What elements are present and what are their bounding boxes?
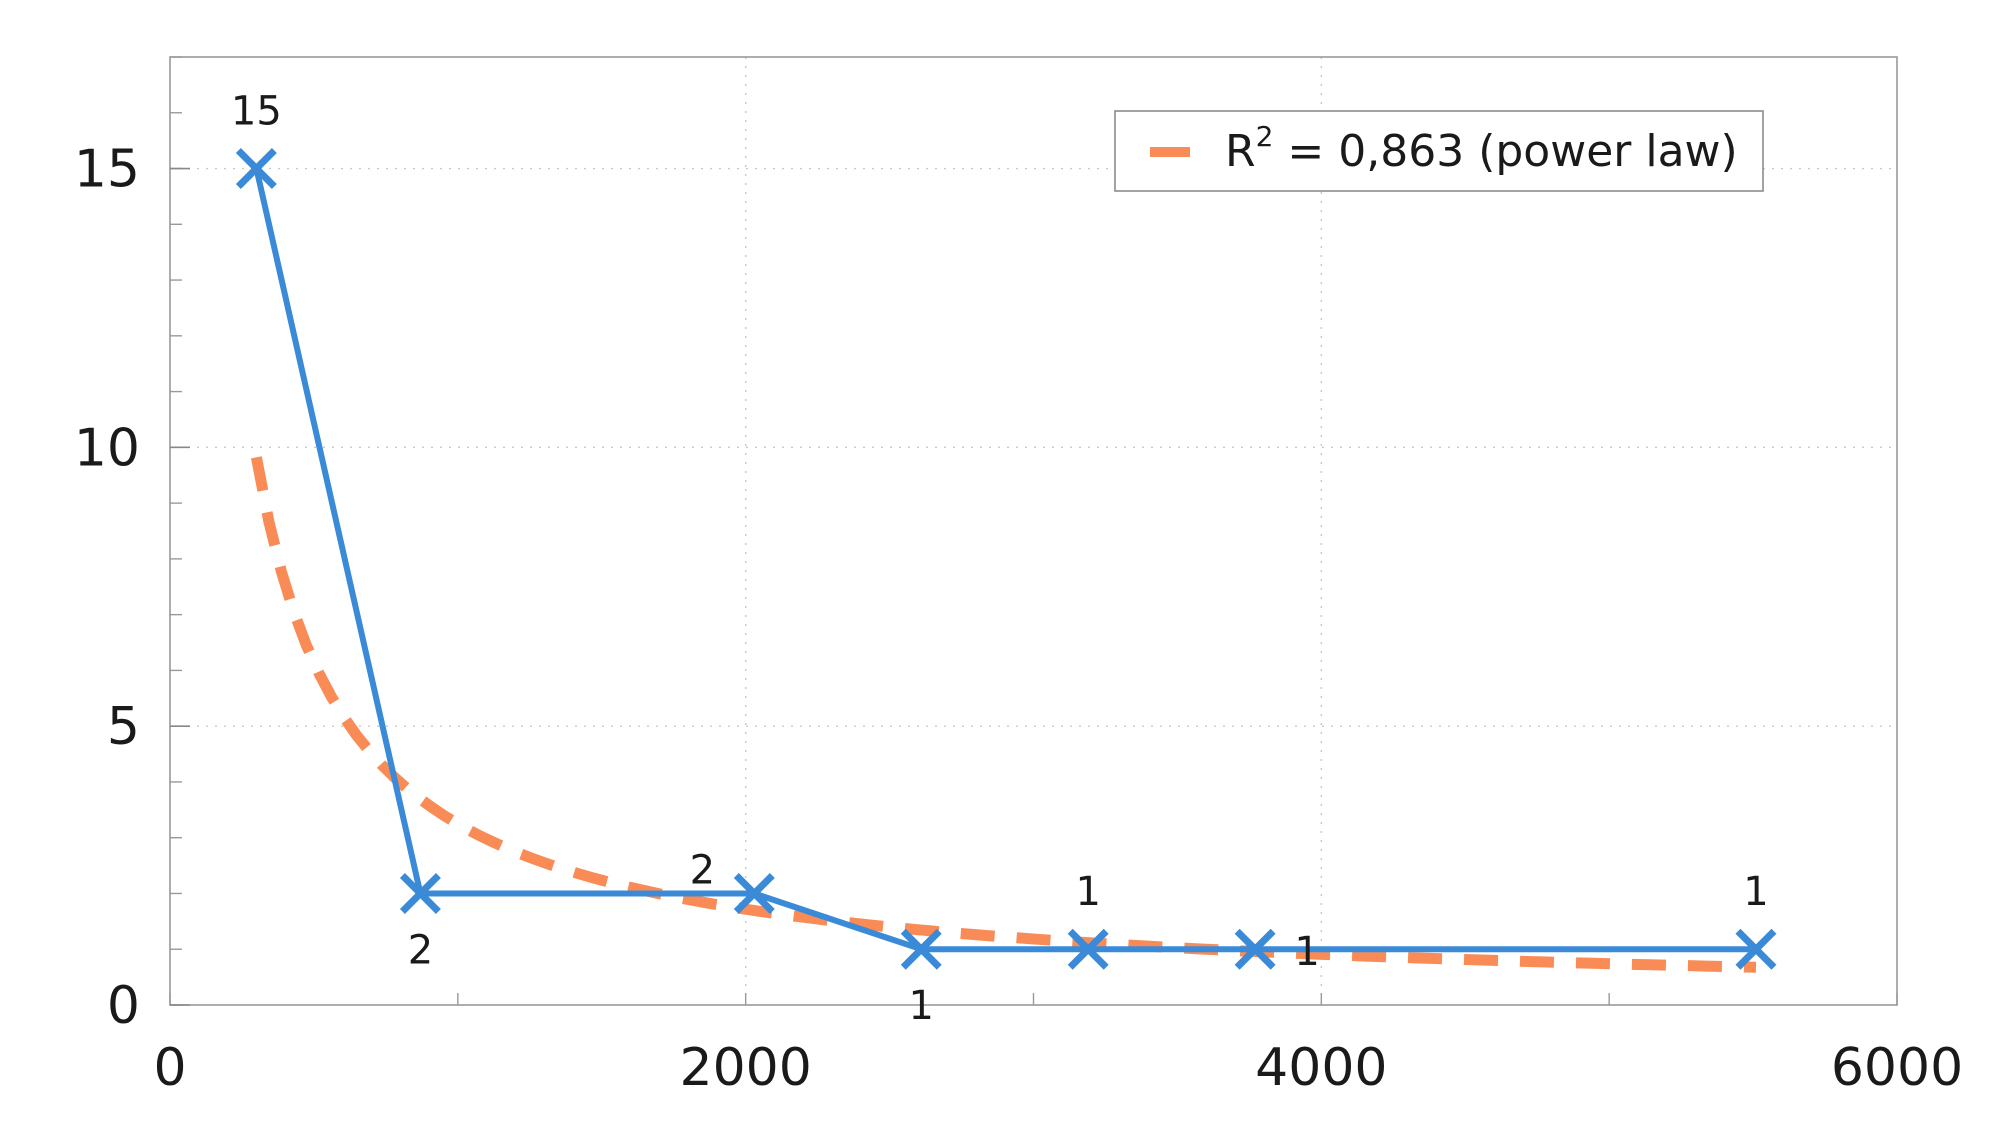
data-label: 1 [909,983,934,1029]
data-point-marker [733,872,775,914]
data-label: 15 [231,89,282,135]
data-point-marker [1234,928,1276,970]
marker-stroke [1067,928,1109,970]
legend-label-fit: R2 = 0,863 (power law) [1225,120,1738,177]
data-label: 2 [690,847,715,893]
data-point-marker [235,148,277,190]
legend-label-superscript: 2 [1256,120,1274,153]
marker-stroke [1234,928,1276,970]
data-point-marker [1067,928,1109,970]
marker-stroke [900,928,942,970]
data-point-marker [1735,928,1777,970]
x-tick-label: 0 [153,1038,186,1098]
legend-label-prefix: R [1225,126,1256,177]
y-tick-label: 15 [74,140,140,200]
data-label: 1 [1075,869,1100,915]
data-series-layer [235,148,1777,970]
axes: 0 2000 4000 6000 0 5 10 15 [74,56,1963,1098]
legend-label-suffix: = 0,863 (power law) [1273,126,1737,177]
data-label: 1 [1294,929,1319,975]
data-label: 1 [1743,869,1768,915]
x-tick-label: 6000 [1831,1038,1963,1098]
x-tick-label: 2000 [679,1038,811,1098]
data-labels: 15 2 2 1 1 1 1 [231,89,1769,1030]
data-point-marker [900,928,942,970]
y-tick-label: 10 [74,418,140,478]
y-tick-label: 0 [107,976,140,1036]
marker-stroke [1735,928,1777,970]
marker-stroke [733,872,775,914]
marker-stroke [235,148,277,190]
data-point-marker [399,872,441,914]
y-tick-label: 5 [107,697,140,757]
data-label: 2 [408,927,433,973]
grid [170,57,1897,1005]
legend: R2 = 0,863 (power law) [1114,110,1764,192]
marker-stroke [399,872,441,914]
legend-box [1114,110,1764,192]
plot-frame [169,56,1898,1006]
x-tick-label: 4000 [1255,1038,1387,1098]
